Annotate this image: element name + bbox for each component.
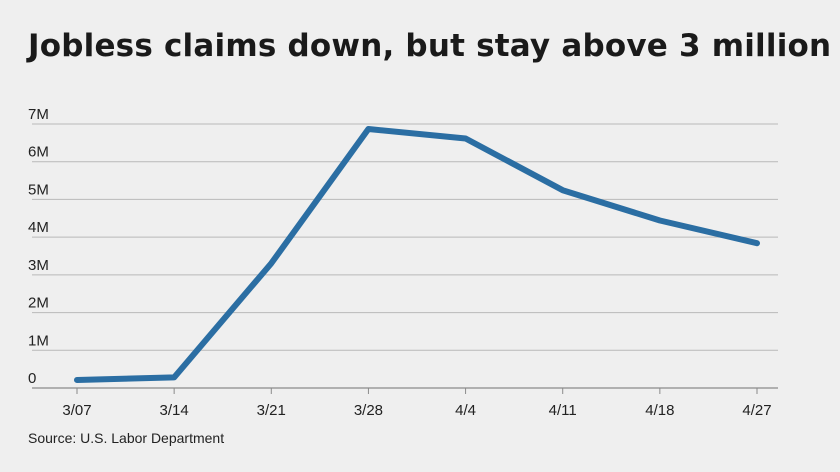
data-point [173,376,175,378]
y-tick-label: 7M [28,106,49,123]
data-point [562,189,564,191]
data-point [465,138,467,140]
data-point [270,262,272,264]
x-tick-label: 4/27 [742,402,771,419]
x-tick-label: 3/21 [257,402,286,419]
y-tick-label: 4M [28,219,49,236]
gridlines [32,123,778,389]
chart-title: Jobless claims down, but stay above 3 mi… [28,28,832,64]
source-note: Source: U.S. Labor Department [28,430,225,446]
x-tick-label: 4/11 [549,402,577,419]
data-point [76,379,78,381]
series-layer [74,126,760,383]
y-tick-label: 1M [28,332,49,349]
y-tick-label: 2M [28,295,49,312]
data-point [756,242,758,244]
data-point [367,128,369,130]
x-axis: 3/07 3/14 3/21 3/28 4/4 4/11 4/18 4/27 [62,388,772,419]
y-tick-label: 0 [28,370,36,387]
y-tick-label: 3M [28,257,49,274]
x-tick-label: 3/07 [62,402,91,419]
y-tick-label: 6M [28,144,49,161]
y-axis: 0 1M 2M 3M 4M 5M 6M 7M [28,106,49,387]
series-line [74,126,760,383]
y-tick-label: 5M [28,181,49,198]
data-point [659,219,661,221]
x-tick-label: 4/18 [645,402,674,419]
x-tick-label: 3/14 [160,402,189,419]
x-tick-label: 3/28 [354,402,383,419]
x-tick-label: 4/4 [455,402,476,419]
